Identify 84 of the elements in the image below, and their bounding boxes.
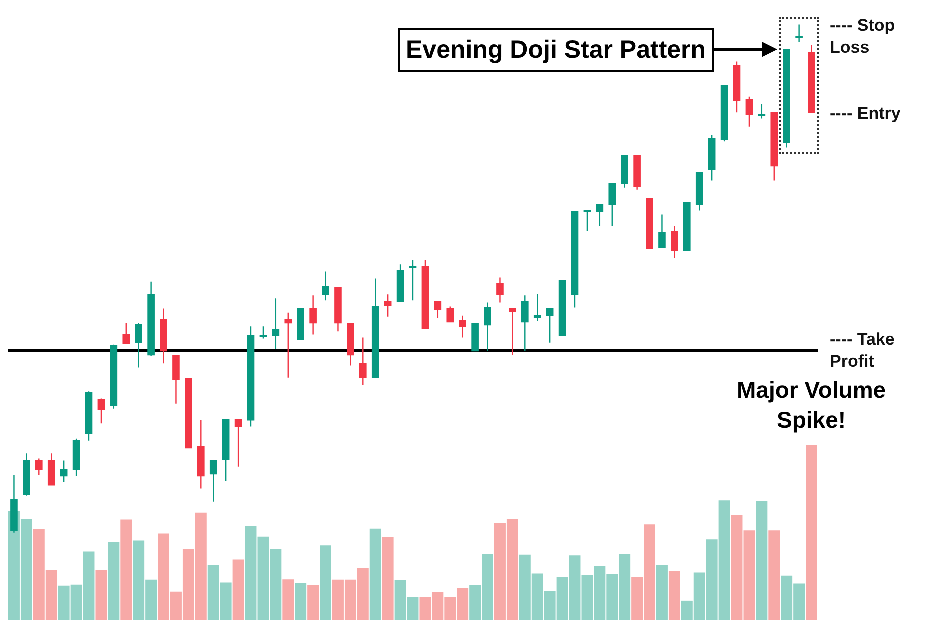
bar <box>320 546 332 620</box>
candlestick <box>372 278 380 379</box>
candlestick <box>322 271 330 302</box>
bar <box>308 585 320 620</box>
candlestick <box>522 294 529 352</box>
candlestick <box>758 104 766 120</box>
candlestick <box>98 398 106 424</box>
candlestick <box>360 337 367 386</box>
candlestick <box>446 306 454 323</box>
candlestick <box>783 49 790 148</box>
candlestick <box>634 155 641 190</box>
candlestick <box>260 326 268 340</box>
bar <box>382 537 394 620</box>
candlestick <box>509 308 516 356</box>
candlestick <box>434 301 442 319</box>
candlestick <box>110 344 118 410</box>
candlestick <box>36 458 43 476</box>
candlestick <box>60 460 68 483</box>
candlestick <box>459 315 466 338</box>
candlestick <box>796 24 803 44</box>
bar <box>96 570 108 620</box>
candlestick <box>210 460 218 503</box>
candlestick <box>684 202 691 252</box>
candlestick <box>384 294 392 318</box>
candlestick <box>409 259 417 302</box>
bar <box>120 520 132 620</box>
candlestick <box>484 302 492 352</box>
candlestick <box>234 419 242 468</box>
candlestick <box>746 96 754 128</box>
bar <box>295 583 307 620</box>
candlestick <box>608 183 616 227</box>
candlestick <box>720 85 728 142</box>
candlestick <box>708 134 716 182</box>
bar <box>756 501 768 620</box>
candlestick <box>122 322 130 344</box>
bar <box>668 571 680 620</box>
candlestick <box>596 204 604 227</box>
ref-line-label: ---- Take Profit <box>830 330 895 372</box>
candlestick <box>72 438 80 477</box>
candlestick <box>148 281 155 357</box>
candlestick <box>23 453 30 496</box>
candlestick <box>172 354 180 404</box>
candlestick <box>185 378 192 449</box>
bar <box>370 528 382 620</box>
candlestick <box>334 287 342 332</box>
bar <box>282 580 294 620</box>
candlestick <box>247 326 255 428</box>
candlestick <box>671 225 678 259</box>
candlestick <box>558 280 566 336</box>
candlestick <box>658 214 666 248</box>
candlestick <box>297 308 304 340</box>
candlestick <box>422 259 430 330</box>
annotation: Evening Doji Star Pattern <box>406 36 706 64</box>
candlestick <box>733 61 741 114</box>
candlestick <box>160 308 168 364</box>
candlestick <box>198 419 205 490</box>
candlestick <box>646 198 654 250</box>
candlestick <box>472 322 479 352</box>
candlestick <box>696 172 704 212</box>
text: ---- Entry <box>830 104 902 123</box>
candlestick <box>546 308 554 344</box>
candlestick <box>85 391 93 442</box>
candlestick <box>496 277 504 304</box>
bar <box>806 445 818 620</box>
candlestick <box>571 211 579 308</box>
candlestick <box>396 264 404 302</box>
candlestick <box>621 155 628 188</box>
annotation: Major Volume Spike! <box>737 377 886 433</box>
text: ---- Stop Loss <box>830 16 896 58</box>
bar <box>768 530 780 620</box>
candlestick <box>808 44 816 114</box>
candlestick <box>534 293 542 322</box>
candlestick <box>272 298 280 350</box>
candlestick <box>310 294 317 336</box>
candlestick <box>584 210 592 232</box>
candlestick <box>135 322 142 368</box>
candlestick <box>770 112 778 182</box>
bar <box>656 565 668 620</box>
candlestick <box>222 419 230 482</box>
bar <box>108 542 120 620</box>
candlestick <box>284 312 292 379</box>
bar <box>232 560 244 620</box>
candlestick <box>347 323 354 366</box>
candlestick <box>48 453 56 486</box>
